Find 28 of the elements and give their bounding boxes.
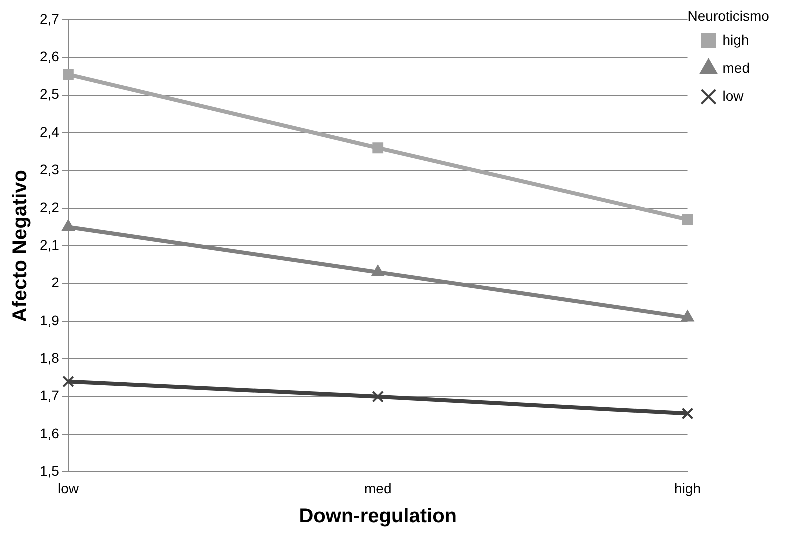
y-tick-label: 2,6 bbox=[40, 48, 60, 65]
y-axis-title: Afecto Negativo bbox=[10, 170, 32, 322]
y-tick-label: 2,7 bbox=[40, 10, 60, 27]
y-tick-label: 1,6 bbox=[40, 425, 60, 442]
y-tick-label: 1,7 bbox=[40, 388, 60, 404]
y-tick-label: 2 bbox=[52, 274, 60, 291]
x-tick-label: low bbox=[58, 480, 80, 496]
x-tick-label: med bbox=[364, 480, 392, 496]
legend-title: Neuroticismo bbox=[688, 8, 770, 24]
y-tick-label: 2,3 bbox=[40, 162, 60, 178]
point bbox=[63, 69, 74, 80]
point bbox=[372, 142, 384, 154]
y-tick-label: 1,9 bbox=[40, 312, 60, 328]
y-tick-label: 1,5 bbox=[40, 463, 60, 480]
point bbox=[372, 390, 384, 403]
y-tick-label: 1,8 bbox=[40, 350, 60, 366]
point bbox=[682, 214, 694, 226]
y-tick-label: 2,1 bbox=[40, 236, 60, 253]
legend-label: high bbox=[722, 32, 750, 48]
y-tick-label: 2,4 bbox=[40, 124, 60, 140]
y-tick-label: 2,2 bbox=[40, 199, 60, 216]
legend-label: med bbox=[722, 60, 750, 76]
x-tick-label: high bbox=[674, 480, 701, 496]
point bbox=[62, 376, 74, 388]
legend-label: low bbox=[722, 88, 745, 104]
point bbox=[682, 408, 694, 420]
x-axis-title: Down-regulation bbox=[299, 506, 457, 528]
y-tick-label: 2,5 bbox=[40, 86, 60, 102]
